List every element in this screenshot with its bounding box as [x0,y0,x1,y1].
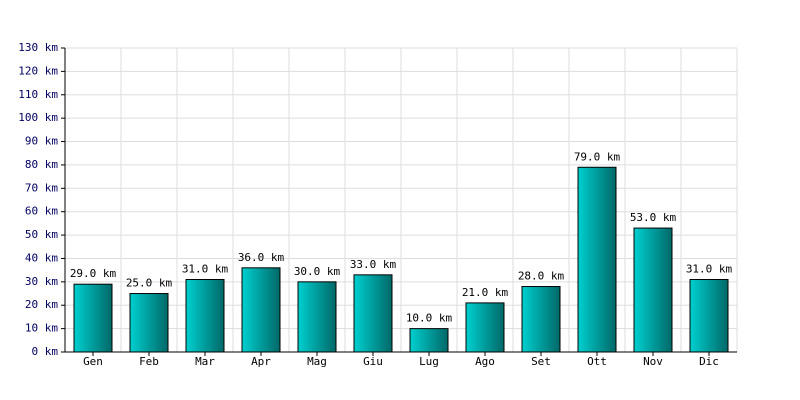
y-tick-label: 130 km [18,41,58,54]
x-tick-label: Apr [251,355,271,368]
x-tick-label: Mag [307,355,327,368]
x-tick-label: Ott [587,355,607,368]
y-tick-label: 20 km [25,298,58,311]
bar [689,279,729,353]
y-tick-label: 120 km [18,64,58,77]
y-tick-label: 70 km [25,181,58,194]
bar [353,274,393,353]
bar [73,283,113,353]
bar [633,227,673,353]
y-tick-label: 10 km [25,322,58,335]
x-tick-label: Mar [195,355,215,368]
x-tick-label: Gen [83,355,103,368]
data-label: 53.0 km [630,211,677,224]
y-tick-label: 80 km [25,158,58,171]
y-tick-label: 100 km [18,111,58,124]
bar [577,166,617,353]
bar [241,267,281,353]
data-label: 33.0 km [350,258,397,271]
x-tick-label: Lug [419,355,439,368]
bar [129,293,169,353]
bar [521,286,561,353]
y-tick-label: 90 km [25,135,58,148]
data-label: 79.0 km [574,150,621,163]
x-tick-label: Feb [139,355,159,368]
data-label: 21.0 km [462,286,509,299]
data-label: 30.0 km [294,265,341,278]
bar [297,281,337,353]
y-tick-label: 60 km [25,205,58,218]
data-label: 25.0 km [126,277,173,290]
y-tick-label: 40 km [25,251,58,264]
data-label: 28.0 km [518,270,565,283]
bar [185,279,225,353]
y-tick-label: 110 km [18,88,58,101]
y-tick-label: 30 km [25,275,58,288]
y-tick-label: 0 km [32,345,59,358]
x-tick-label: Ago [475,355,495,368]
data-label: 31.0 km [182,263,229,276]
bar [465,302,505,353]
data-label: 31.0 km [686,263,733,276]
data-label: 36.0 km [238,251,285,264]
y-tick-label: 50 km [25,228,58,241]
bar [409,328,449,353]
data-label: 29.0 km [70,267,117,280]
x-tick-label: Nov [643,355,663,368]
data-label: 10.0 km [406,312,453,325]
x-tick-label: Set [531,355,551,368]
x-tick-label: Giu [363,355,383,368]
x-tick-label: Dic [699,355,719,368]
